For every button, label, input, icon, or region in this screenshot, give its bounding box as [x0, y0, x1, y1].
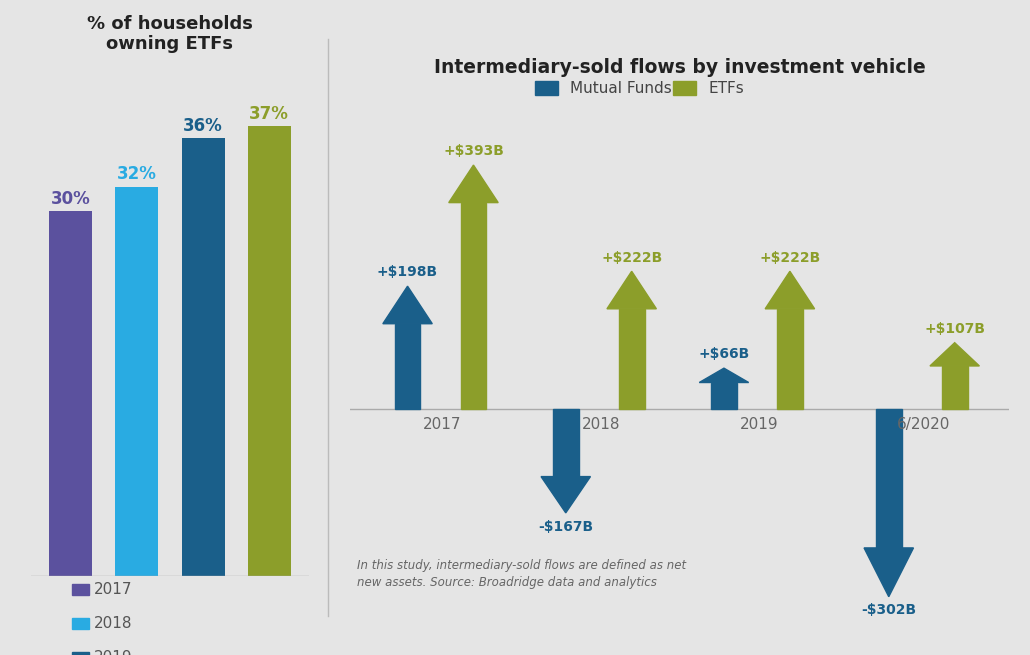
Text: 2017: 2017	[423, 417, 461, 432]
Text: Intermediary-sold flows by investment vehicle: Intermediary-sold flows by investment ve…	[434, 58, 926, 77]
Polygon shape	[765, 271, 815, 309]
Bar	[460, 202, 486, 409]
Text: +$222B: +$222B	[602, 250, 662, 265]
Text: +$393B: +$393B	[443, 144, 504, 159]
Polygon shape	[699, 368, 749, 383]
Text: 2018: 2018	[582, 417, 620, 432]
Polygon shape	[383, 286, 433, 324]
Text: 32%: 32%	[117, 166, 157, 183]
Bar	[619, 309, 645, 409]
Text: 30%: 30%	[50, 190, 91, 208]
Bar	[49, 212, 92, 576]
Text: Mutual Funds: Mutual Funds	[570, 81, 672, 96]
Text: -$302B: -$302B	[861, 603, 917, 618]
Text: In this study, intermediary-sold flows are defined as net
new assets. Source: Br: In this study, intermediary-sold flows a…	[356, 559, 686, 590]
Bar	[248, 126, 290, 576]
Bar	[777, 309, 802, 409]
Bar	[711, 383, 736, 409]
Bar	[181, 138, 225, 576]
Bar	[115, 187, 159, 576]
Text: 36%: 36%	[183, 117, 222, 135]
Polygon shape	[930, 343, 980, 366]
Polygon shape	[607, 271, 656, 309]
Text: ETFs: ETFs	[709, 81, 744, 96]
Polygon shape	[541, 477, 590, 513]
Bar	[553, 409, 579, 477]
Text: +$66B: +$66B	[698, 347, 750, 362]
Bar	[876, 409, 901, 548]
Bar	[394, 324, 420, 409]
Text: 2018: 2018	[94, 616, 132, 631]
Bar	[941, 366, 967, 409]
Text: 2019: 2019	[740, 417, 779, 432]
Text: 37%: 37%	[249, 105, 289, 122]
Bar	[674, 81, 696, 95]
Bar	[535, 81, 558, 95]
Text: -$167B: -$167B	[539, 519, 593, 534]
Polygon shape	[449, 165, 499, 202]
Text: % of households
owning ETFs: % of households owning ETFs	[87, 14, 253, 53]
Text: 2017: 2017	[94, 582, 132, 597]
Polygon shape	[864, 548, 914, 597]
Text: +$198B: +$198B	[377, 265, 438, 280]
Text: 2019: 2019	[94, 650, 132, 655]
Text: 6/2020: 6/2020	[897, 417, 951, 432]
Text: +$222B: +$222B	[759, 250, 821, 265]
Text: +$107B: +$107B	[924, 322, 985, 336]
